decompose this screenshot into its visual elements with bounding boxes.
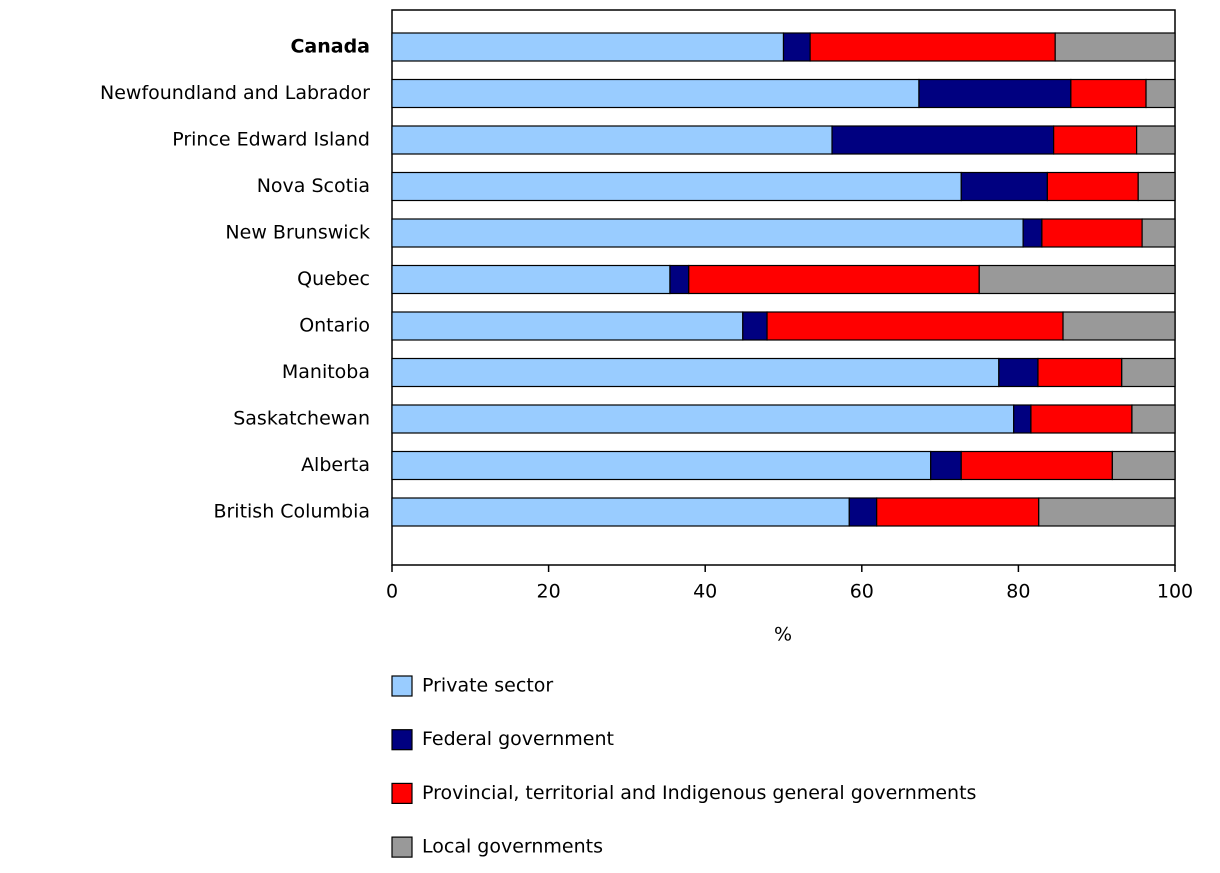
x-tick-label: 40 [693,581,717,603]
x-tick-label: 80 [1006,581,1030,603]
x-tick-label: 0 [386,581,398,603]
bar-segment [391,264,671,295]
bar-segment [1136,125,1176,155]
y-tick-label: British Columbia [213,501,370,523]
bar-segment [1038,497,1176,527]
y-tick-label: Ontario [299,315,370,337]
bar-segment [391,311,744,341]
legend-swatch [391,782,413,805]
bar-segment [1131,404,1176,434]
bar-segment [1137,171,1176,202]
y-tick-label: Nova Scotia [257,175,370,197]
bar-segment [742,311,768,341]
legend-swatch [391,675,413,697]
bar-segment [1121,357,1176,388]
bar-segment [960,171,1048,202]
x-axis-label: % [774,624,792,646]
y-tick-label: Alberta [301,454,370,476]
legend-label: Private sector [422,675,553,697]
bar-segment [998,357,1039,388]
bar-segment [669,264,690,295]
bar-segment [1145,78,1176,109]
legend-label: Local governments [422,836,603,858]
y-tick-label: Quebec [297,268,370,290]
bar-segment [391,125,833,155]
bar-segment [1054,32,1176,62]
bar-segment [1053,125,1138,155]
bar-segment [1141,218,1176,248]
bar-segment [978,264,1176,295]
bar-segment [391,32,785,62]
bar-segment [876,497,1040,527]
y-tick-label: New Brunswick [225,222,370,244]
bar-segment [809,32,1056,62]
bar-segment [1062,311,1176,341]
bar-segment [391,357,1000,388]
bar-segment [1041,218,1143,248]
bar-segment [391,404,1015,434]
bar-segment [391,497,850,527]
bar-segment [391,450,932,481]
bar-segment [1022,218,1043,248]
bar-segment [1013,404,1032,434]
bar-segment [1111,450,1176,481]
legend-label: Provincial, territorial and Indigenous g… [422,782,976,804]
bar-segment [391,78,920,109]
x-tick-label: 20 [537,581,561,603]
bar-segment [918,78,1072,109]
x-tick-label: 60 [850,581,874,603]
y-tick-label: Prince Edward Island [172,129,370,151]
y-tick-label: Canada [290,36,370,58]
bar-segment [688,264,980,295]
bar-segment [831,125,1055,155]
bar-segment [391,218,1024,248]
bar-segment [1070,78,1147,109]
bar-segment [960,450,1113,481]
y-tick-label: Newfoundland and Labrador [100,82,370,104]
bar-segment [782,32,811,62]
legend-label: Federal government [422,728,614,750]
bar-segment [848,497,878,527]
bar-segment [930,450,962,481]
bar-segment [1046,171,1139,202]
bar-segment [391,171,962,202]
bar-segment [766,311,1064,341]
bar-segment [1037,357,1123,388]
legend-swatch [391,729,413,751]
y-tick-label: Manitoba [282,361,370,383]
x-tick-label: 100 [1157,581,1193,603]
bar-segment [1030,404,1133,434]
y-tick-label: Saskatchewan [233,408,370,430]
legend-swatch [391,836,413,858]
